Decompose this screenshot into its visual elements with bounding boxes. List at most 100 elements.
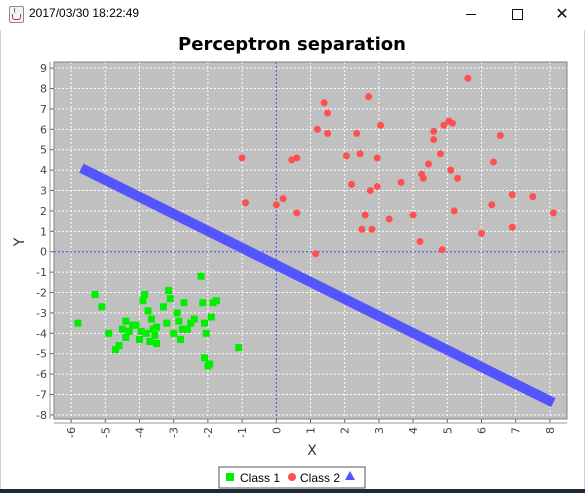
class1-point bbox=[153, 340, 161, 348]
class2-point bbox=[450, 207, 458, 215]
class2-point bbox=[438, 246, 446, 254]
x-tick-label: -4 bbox=[134, 427, 147, 438]
class1-point bbox=[74, 319, 82, 327]
class2-point bbox=[356, 150, 364, 158]
class2-point bbox=[373, 154, 381, 162]
class1-point bbox=[206, 360, 214, 368]
class1-point bbox=[175, 317, 183, 325]
class2-point bbox=[529, 193, 537, 201]
x-tick-label: -3 bbox=[168, 427, 181, 438]
class1-point bbox=[197, 272, 205, 280]
class1-point bbox=[190, 315, 198, 323]
class1-point bbox=[137, 327, 145, 335]
class2-point bbox=[320, 99, 328, 107]
legend-class1-marker bbox=[226, 473, 234, 481]
close-button[interactable]: ✕ bbox=[539, 0, 585, 30]
y-tick-label: -3 bbox=[36, 307, 47, 320]
x-tick-label: 1 bbox=[305, 427, 318, 434]
separator-segment bbox=[79, 163, 556, 408]
class2-point bbox=[242, 199, 250, 207]
class2-point bbox=[549, 209, 557, 217]
separator-line bbox=[79, 163, 556, 408]
y-tick-label: 4 bbox=[40, 164, 47, 177]
class2-point bbox=[409, 211, 417, 219]
class2-point bbox=[447, 166, 455, 174]
y-axis-label: Y bbox=[12, 237, 28, 247]
class1-point bbox=[183, 325, 191, 333]
class1-point bbox=[142, 329, 150, 337]
class2-point bbox=[419, 174, 427, 182]
class2-point bbox=[365, 93, 373, 101]
y-tick-label: 0 bbox=[40, 246, 47, 259]
y-tick-label: 3 bbox=[40, 185, 47, 198]
class2-point bbox=[348, 180, 356, 188]
class2-point bbox=[279, 195, 287, 203]
class2-point bbox=[324, 109, 332, 117]
class1-point bbox=[147, 315, 155, 323]
class1-point bbox=[173, 309, 181, 317]
class2-point bbox=[436, 150, 444, 158]
class1-point bbox=[132, 321, 140, 329]
y-tick-label: -5 bbox=[36, 348, 47, 361]
window-titlebar: 2017/03/30 18:22:49 ✕ bbox=[0, 0, 585, 30]
class2-point bbox=[353, 129, 361, 137]
class1-point bbox=[122, 317, 130, 325]
class1-point bbox=[112, 346, 120, 354]
minimize-button[interactable] bbox=[448, 0, 494, 30]
class1-point bbox=[141, 291, 149, 299]
chart-title: Perceptron separation bbox=[178, 34, 406, 55]
y-tick-label: 2 bbox=[40, 205, 47, 218]
y-tick-label: -6 bbox=[36, 368, 47, 381]
y-axis: -8 -7 -6 -5 -4 -3 -2 -1 0 1 2 3 4 5 6 7 8 9 bbox=[36, 62, 54, 422]
class2-point bbox=[424, 160, 432, 168]
y-tick-label: -2 bbox=[36, 287, 47, 300]
class1-point bbox=[122, 333, 130, 341]
class2-point bbox=[368, 225, 376, 233]
y-tick-label: 1 bbox=[40, 225, 47, 238]
class1-point bbox=[180, 299, 188, 307]
class1-point bbox=[207, 313, 215, 321]
class2-point bbox=[377, 121, 385, 129]
class2-point bbox=[488, 201, 496, 209]
class1-point bbox=[139, 297, 147, 305]
x-tick-label: -5 bbox=[99, 427, 112, 438]
class2-point bbox=[385, 215, 393, 223]
x-tick-label: 4 bbox=[407, 427, 420, 434]
y-tick-label: 5 bbox=[40, 144, 47, 157]
class2-point bbox=[454, 174, 462, 182]
class2-point bbox=[416, 238, 424, 246]
legend-separator-marker bbox=[345, 471, 355, 480]
y-tick-label: 9 bbox=[40, 62, 47, 75]
class2-point bbox=[508, 223, 516, 231]
x-axis-label: X bbox=[307, 443, 317, 459]
y-tick-label: 6 bbox=[40, 123, 47, 136]
class1-point bbox=[98, 303, 106, 311]
class1-point bbox=[178, 325, 186, 333]
y-tick-label: 8 bbox=[40, 83, 47, 96]
class1-point bbox=[199, 299, 207, 307]
class2-point bbox=[272, 201, 280, 209]
class2-point bbox=[489, 158, 497, 166]
window-title: 2017/03/30 18:22:49 bbox=[29, 6, 140, 20]
class2-point bbox=[293, 209, 301, 217]
java-icon bbox=[9, 6, 24, 23]
class2-point bbox=[430, 136, 438, 144]
class1-point bbox=[159, 303, 167, 311]
class2-series bbox=[238, 74, 557, 258]
class1-point bbox=[146, 337, 154, 345]
legend: Class 1 Class 2 bbox=[218, 466, 366, 489]
class1-point bbox=[118, 325, 126, 333]
class1-point bbox=[151, 331, 159, 339]
class2-point bbox=[312, 250, 320, 258]
class2-point bbox=[448, 119, 456, 127]
y-tick-label: 7 bbox=[40, 103, 47, 116]
x-tick-label: 6 bbox=[476, 427, 489, 434]
x-tick-label: 5 bbox=[441, 427, 454, 434]
maximize-button[interactable] bbox=[494, 0, 540, 30]
class1-point bbox=[163, 319, 171, 327]
class1-point bbox=[91, 291, 99, 299]
class2-point bbox=[464, 74, 472, 82]
maximize-icon bbox=[512, 9, 523, 20]
class2-point bbox=[478, 229, 485, 237]
